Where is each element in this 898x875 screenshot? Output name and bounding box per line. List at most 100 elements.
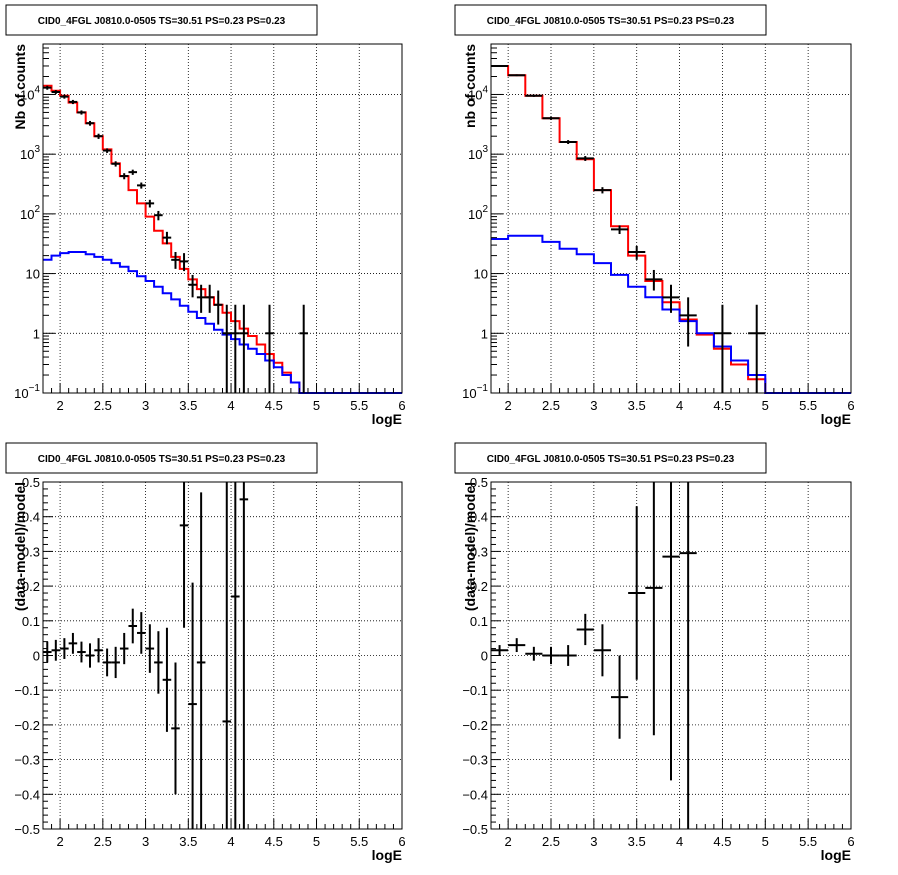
series-line-1 <box>491 234 851 394</box>
data-point <box>179 482 189 628</box>
y-tick-label: 1 <box>33 326 40 341</box>
data-point <box>508 638 526 653</box>
x-tick-label: 4.5 <box>265 398 283 413</box>
y-tick-label: 10 <box>474 267 488 282</box>
chart-title: CID0_4FGL J0810.0-0505 TS=30.51 PS=0.23 … <box>38 16 286 27</box>
x-tick-label: 4 <box>227 398 234 413</box>
x-tick-label: 4.5 <box>713 834 731 849</box>
y-tick-label: 0.5 <box>470 475 488 490</box>
x-tick-label: 2 <box>505 398 512 413</box>
series-line-0 <box>491 65 851 394</box>
chart-title: CID0_4FGL J0810.0-0505 TS=30.51 PS=0.23 … <box>38 454 286 465</box>
data-point <box>85 643 95 668</box>
x-tick-label: 3 <box>590 398 597 413</box>
data-point <box>137 612 146 654</box>
data-point <box>154 210 163 221</box>
data-point <box>213 290 223 325</box>
x-tick-label: 3.5 <box>179 834 197 849</box>
data-point <box>102 148 112 153</box>
x-tick-label: 4 <box>676 398 683 413</box>
chart-title: CID0_4FGL J0810.0-0505 TS=30.51 PS=0.23 … <box>487 16 735 27</box>
y-tick-label: 0 <box>481 649 488 664</box>
data-point <box>51 90 61 94</box>
y-tick-label: 0.4 <box>470 510 488 525</box>
data-point <box>137 182 146 189</box>
data-point <box>196 492 206 829</box>
x-tick-label: 2 <box>56 398 63 413</box>
data-point <box>593 187 611 194</box>
plot-frame <box>42 43 403 394</box>
x-axis-label: logE <box>372 847 402 863</box>
y-tick-label: 104 <box>468 84 488 102</box>
data-point <box>645 482 663 736</box>
data-point <box>662 284 680 313</box>
chart-panel-br: 2 2.5 3 3.5 4 4.5 5 5.5 6 −0.5 −0.4 −0.3 −0.2 −0.1 0 0.… <box>454 442 855 863</box>
y-tick-label: 0.2 <box>470 579 488 594</box>
data-point <box>94 133 103 139</box>
data-point <box>68 632 78 654</box>
data-point <box>60 638 69 659</box>
y-tick-label: −0.1 <box>14 683 40 698</box>
y-tick-label: 0.3 <box>22 544 40 559</box>
data-point <box>628 506 646 680</box>
data-point <box>662 482 680 781</box>
y-tick-label: 103 <box>468 144 488 162</box>
x-tick-label: 3.5 <box>628 398 646 413</box>
data-point <box>679 482 697 829</box>
data-point <box>679 297 697 347</box>
data-point <box>542 116 560 120</box>
x-tick-label: 3 <box>142 834 149 849</box>
x-tick-label: 5.5 <box>350 834 368 849</box>
data-point <box>299 304 308 393</box>
data-point <box>611 225 629 235</box>
chart-panel-bl: 2 2.5 3 3.5 4 4.5 5 5.5 6 −0.5 −0.4 −0.3 −0.2 −0.1 0 0.… <box>5 442 406 863</box>
data-point <box>119 632 129 665</box>
data-point <box>222 304 232 393</box>
data-point <box>593 624 611 677</box>
y-tick-label: −0.2 <box>14 718 40 733</box>
data-point <box>239 482 249 829</box>
chart-panel-tl: 2 2.5 3 3.5 4 4.5 5 5.5 6 10−1 1 10 102 103 104 logE Nb … <box>5 4 406 427</box>
y-tick-label: 10−1 <box>14 383 40 401</box>
x-tick-label: 4.5 <box>713 398 731 413</box>
data-point <box>576 613 594 646</box>
plot-frame <box>490 43 852 394</box>
data-point <box>77 110 86 115</box>
x-axis-label: logE <box>372 411 402 427</box>
y-tick-label: 102 <box>468 204 488 222</box>
data-point <box>94 638 103 663</box>
data-point <box>231 482 240 829</box>
x-tick-label: 3.5 <box>179 398 197 413</box>
series-line-1 <box>43 251 402 394</box>
title-box <box>5 442 318 474</box>
data-point <box>111 646 120 679</box>
data-point <box>188 274 197 298</box>
x-tick-label: 6 <box>398 834 405 849</box>
data-point <box>576 156 594 161</box>
y-tick-label: 103 <box>20 144 40 162</box>
data-point <box>145 624 155 673</box>
y-tick-label: 10 <box>26 267 40 282</box>
data-point <box>179 253 189 272</box>
data-point <box>645 269 663 291</box>
data-point <box>611 655 629 739</box>
data-point <box>222 482 232 829</box>
data-point <box>188 582 197 829</box>
data-point <box>196 284 206 313</box>
data-point <box>119 173 129 180</box>
y-tick-label: 0.1 <box>470 614 488 629</box>
data-point <box>60 94 69 99</box>
x-tick-label: 2 <box>56 834 63 849</box>
data-point <box>205 284 214 313</box>
x-tick-label: 4.5 <box>265 834 283 849</box>
y-tick-label: 104 <box>20 84 40 102</box>
y-tick-label: 0.2 <box>22 579 40 594</box>
y-tick-label: 1 <box>481 326 488 341</box>
y-axis-label: Nb of counts <box>12 44 28 130</box>
data-point <box>162 627 172 732</box>
x-tick-label: 5 <box>762 398 769 413</box>
data-point <box>111 161 120 167</box>
data-point <box>128 169 138 175</box>
x-tick-label: 3 <box>590 834 597 849</box>
